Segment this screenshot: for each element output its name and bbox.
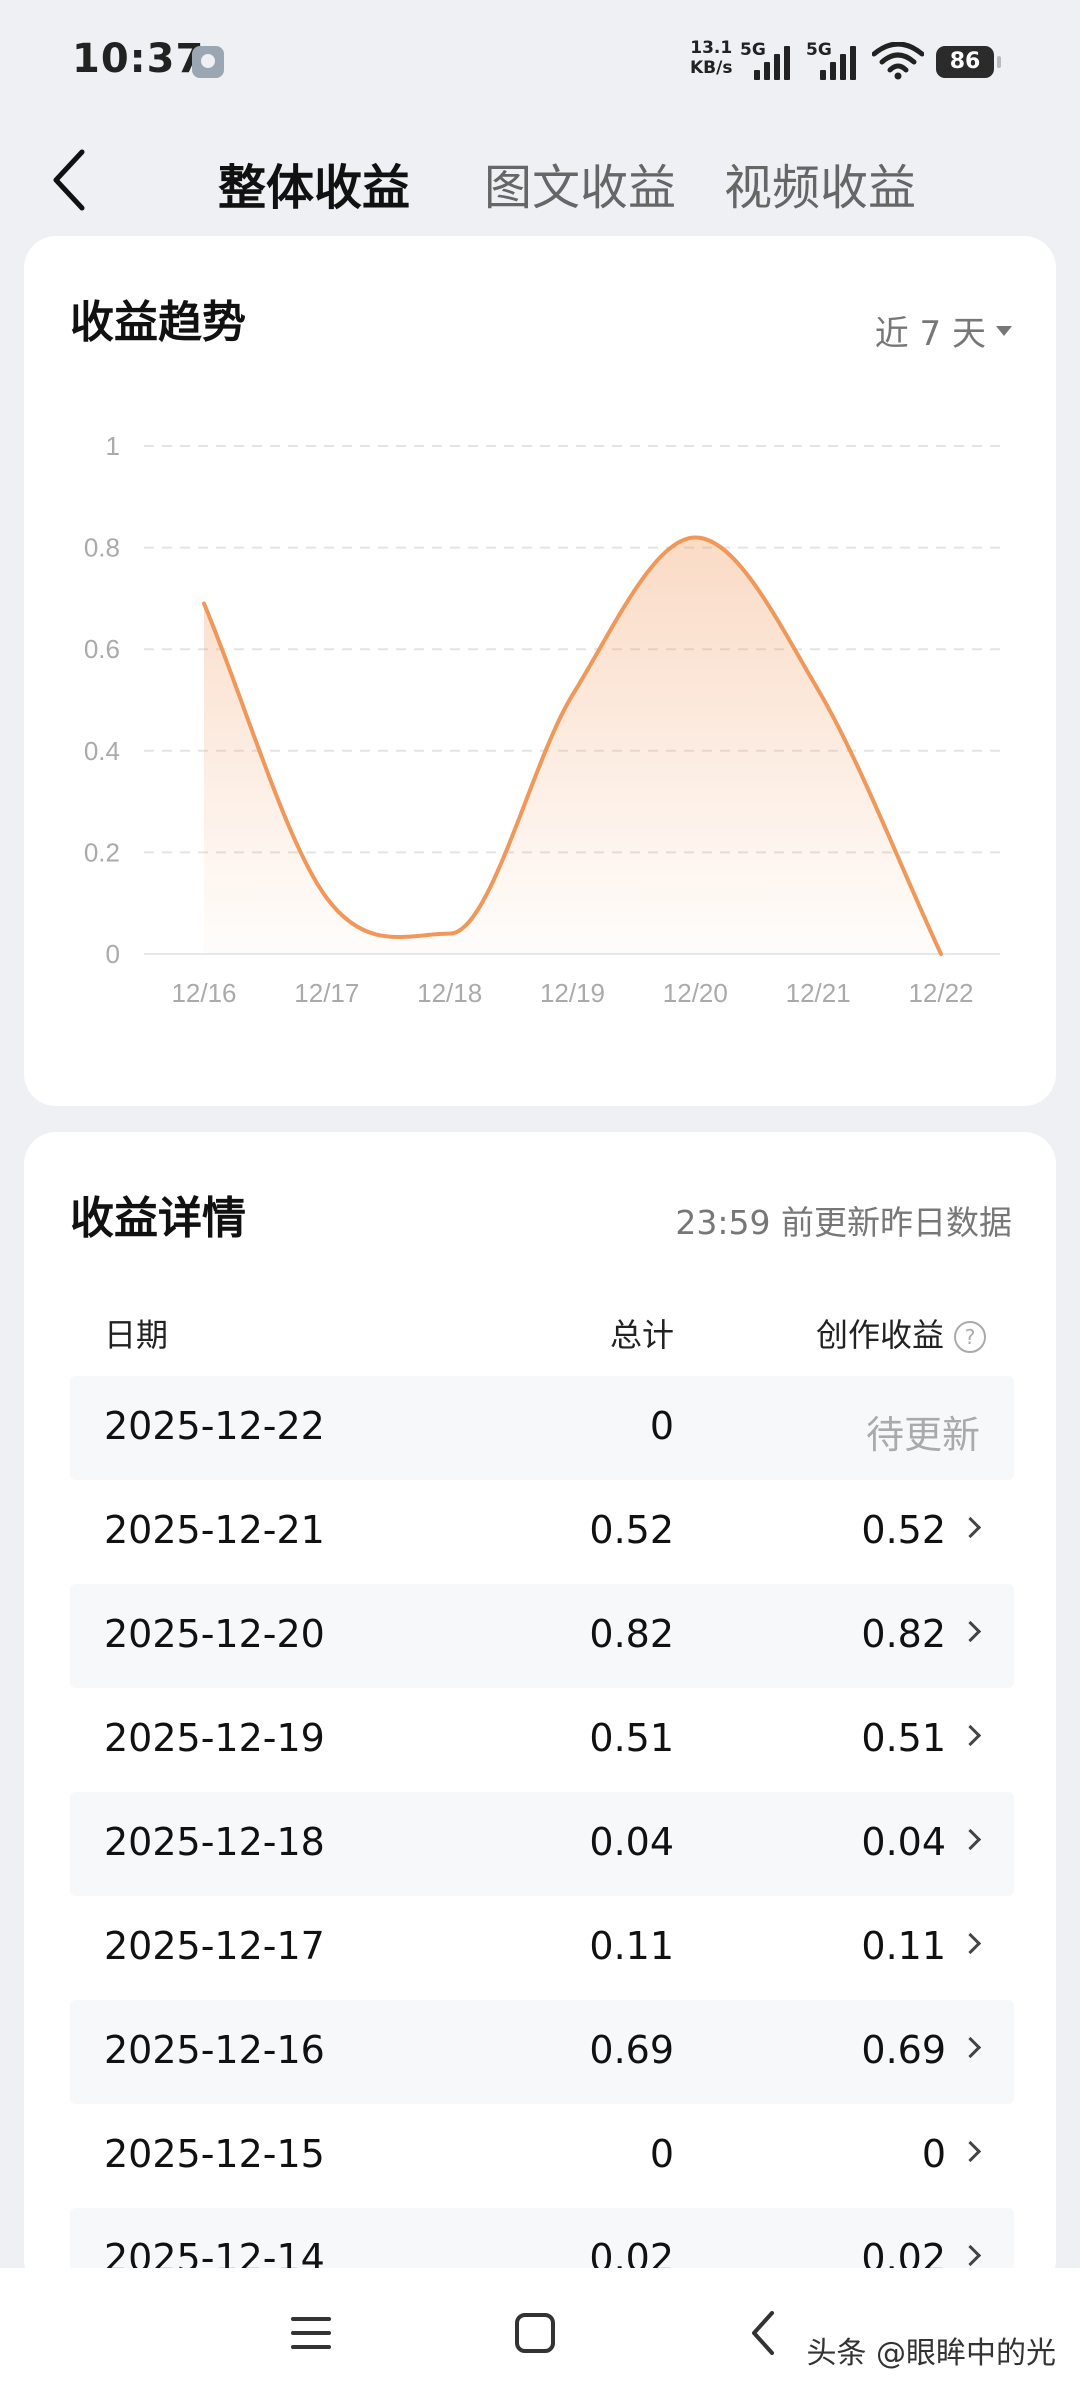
back-button[interactable]: [40, 140, 100, 220]
col-earnings: 创作收益?: [816, 1310, 986, 1356]
row-total: 0.11: [589, 1924, 674, 1968]
y-tick-label: 0.8: [84, 533, 120, 563]
clock: 10:37: [72, 36, 205, 82]
back-nav-button[interactable]: [718, 2298, 808, 2368]
row-earnings: 0.69: [861, 2028, 946, 2072]
x-tick-label: 12/20: [663, 978, 728, 1008]
row-earnings: 0.11: [861, 1924, 946, 1968]
col-date: 日期: [104, 1316, 169, 1354]
row-total: 0.82: [589, 1612, 674, 1656]
row-date: 2025-12-16: [104, 2028, 325, 2072]
y-tick-label: 1: [106, 431, 120, 461]
row-total: 0: [649, 2132, 674, 2176]
row-date: 2025-12-22: [104, 1404, 325, 1448]
table-row[interactable]: 2025-12-17 0.11 0.11: [70, 1896, 1014, 2000]
chevron-right-icon: [959, 2244, 982, 2267]
tab-overall-earnings[interactable]: 整体收益: [218, 160, 411, 216]
range-label: 近 7 天: [874, 314, 986, 354]
row-date: 2025-12-21: [104, 1508, 325, 1552]
x-tick-label: 12/22: [908, 978, 973, 1008]
x-tick-label: 12/16: [171, 978, 236, 1008]
row-total: 0.04: [589, 1820, 674, 1864]
chevron-right-icon: [959, 1932, 982, 1955]
trend-card: 收益趋势 近 7 天 0 0.2 0.4 0.6 0.8 1 12/16 12/17 12/18…: [24, 236, 1056, 1106]
details-card: 收益详情 23:59 前更新昨日数据 日期 总计 创作收益? 2025-12-2…: [24, 1132, 1056, 2292]
y-tick-label: 0.2: [84, 837, 120, 867]
caret-down-icon: [996, 325, 1012, 336]
row-earnings: 0.82: [861, 1612, 946, 1656]
y-tick-label: 0.6: [84, 634, 120, 664]
menu-nav-button[interactable]: [266, 2298, 356, 2368]
row-total: 0.52: [589, 1508, 674, 1552]
signal-sim1-icon: 5G: [740, 40, 790, 80]
app-notification-icon: [192, 46, 224, 78]
row-earnings: 0.04: [861, 1820, 946, 1864]
row-earnings: 0.51: [861, 1716, 946, 1760]
table-row[interactable]: 2025-12-16 0.69 0.69: [70, 2000, 1014, 2104]
chevron-right-icon: [959, 1516, 982, 1539]
battery-indicator: 86: [936, 46, 1001, 78]
home-nav-button[interactable]: [490, 2298, 580, 2368]
series-area: [204, 537, 941, 954]
status-bar: 10:37 13.1 KB/s 5G 5G 86: [0, 0, 1080, 120]
chevron-right-icon: [959, 1724, 982, 1747]
y-tick-label: 0: [106, 939, 120, 969]
row-total: 0: [649, 1404, 674, 1448]
update-note: 23:59 前更新昨日数据: [675, 1203, 1012, 1242]
menu-icon: [291, 2317, 331, 2349]
row-date: 2025-12-20: [104, 1612, 325, 1656]
system-nav-bar: 头条 @眼眸中的光: [0, 2268, 1080, 2400]
row-date: 2025-12-17: [104, 1924, 325, 1968]
row-date: 2025-12-18: [104, 1820, 325, 1864]
table-row[interactable]: 2025-12-21 0.52 0.52: [70, 1480, 1014, 1584]
tab-bar: 整体收益 图文收益 视频收益: [0, 140, 1080, 220]
series-line: [202, 535, 943, 956]
wifi-icon: [872, 42, 924, 80]
tab-article-earnings[interactable]: 图文收益: [484, 160, 677, 216]
x-tick-label: 12/21: [786, 978, 851, 1008]
x-tick-label: 12/19: [540, 978, 605, 1008]
chevron-right-icon: [959, 1828, 982, 1851]
table-row[interactable]: 2025-12-19 0.51 0.51: [70, 1688, 1014, 1792]
table-row[interactable]: 2025-12-15 0 0: [70, 2104, 1014, 2208]
chevron-right-icon: [959, 1620, 982, 1643]
chevron-right-icon: [959, 2140, 982, 2163]
col-total: 总计: [609, 1316, 674, 1354]
network-speed: 13.1 KB/s: [690, 38, 733, 78]
chevron-right-icon: [959, 2036, 982, 2059]
table-header: 日期 总计 创作收益?: [70, 1292, 1014, 1364]
trend-title: 收益趋势: [70, 297, 246, 348]
row-total: 0.69: [589, 2028, 674, 2072]
row-date: 2025-12-15: [104, 2132, 325, 2176]
range-selector[interactable]: 近 7 天: [875, 306, 1012, 355]
help-icon[interactable]: ?: [954, 1321, 986, 1353]
home-square-icon: [515, 2313, 555, 2353]
earnings-trend-chart: 0 0.2 0.4 0.6 0.8 1 12/16 12/17 12/18 12/19 12/20 1…: [84, 431, 1000, 1008]
watermark: 头条 @眼眸中的光: [806, 2336, 1056, 2371]
back-triangle-icon: [752, 2311, 774, 2355]
row-earnings: 0: [921, 2132, 946, 2176]
table-row[interactable]: 2025-12-20 0.82 0.82: [70, 1584, 1014, 1688]
signal-sim2-icon: 5G: [806, 40, 856, 80]
row-total: 0.51: [589, 1716, 674, 1760]
table-row[interactable]: 2025-12-18 0.04 0.04: [70, 1792, 1014, 1896]
tab-video-earnings[interactable]: 视频收益: [724, 160, 917, 216]
details-title: 收益详情: [70, 1193, 246, 1244]
x-tick-label: 12/17: [294, 978, 359, 1008]
earnings-table: 2025-12-22 0 待更新 2025-12-21 0.52 0.52 2025-12-…: [70, 1376, 1014, 2292]
x-tick-label: 12/18: [417, 978, 482, 1008]
table-row: 2025-12-22 0 待更新: [70, 1376, 1014, 1480]
chevron-left-icon: [53, 149, 85, 211]
row-earnings: 待更新: [865, 1413, 980, 1457]
row-earnings: 0.52: [861, 1508, 946, 1552]
row-date: 2025-12-19: [104, 1716, 325, 1760]
y-tick-label: 0.4: [84, 736, 120, 766]
